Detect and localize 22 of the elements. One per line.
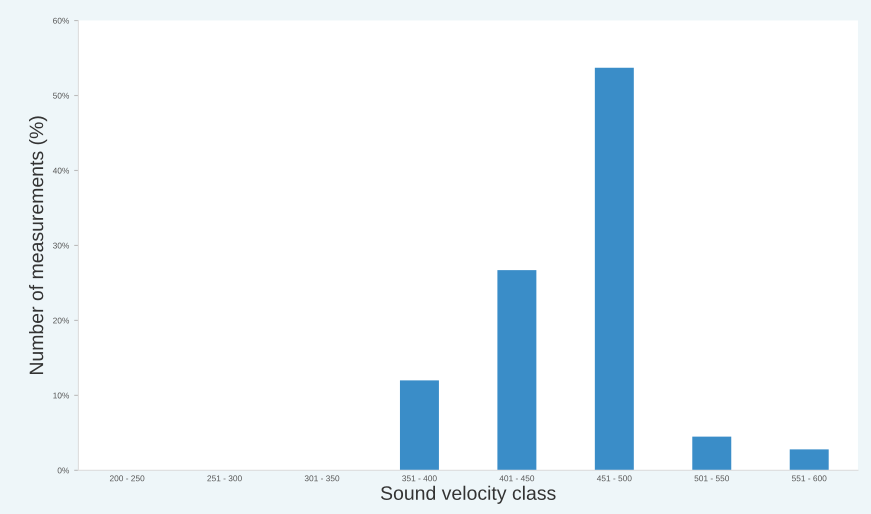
bar <box>692 436 732 470</box>
x-axis-title: Sound velocity class <box>380 486 556 504</box>
y-tick-label: 20% <box>53 318 70 324</box>
x-tick-label: 551 - 600 <box>792 475 826 482</box>
x-tick-label: 401 - 450 <box>499 475 534 482</box>
x-tick-label: 251 - 300 <box>207 475 242 482</box>
x-tick-label: 501 - 550 <box>694 475 730 482</box>
bar <box>594 68 634 470</box>
bar <box>400 380 439 470</box>
y-tick-label: 10% <box>53 392 70 398</box>
y-tick-label: 30% <box>53 242 70 249</box>
y-tick-label: 40% <box>52 168 70 174</box>
bar <box>790 449 829 470</box>
y-tick-label: 50% <box>53 92 70 99</box>
y-axis-title: Number of measurements (%) <box>29 116 48 374</box>
x-tick-label: 451 - 500 <box>596 475 632 482</box>
bar <box>497 270 536 470</box>
y-tick-label: 0% <box>58 468 70 474</box>
x-tick-label: 200 - 250 <box>110 475 144 482</box>
x-tick-label: 351 - 400 <box>402 475 437 482</box>
y-tick-label: 60% <box>53 18 70 24</box>
x-tick-label: 301 - 350 <box>304 475 340 482</box>
